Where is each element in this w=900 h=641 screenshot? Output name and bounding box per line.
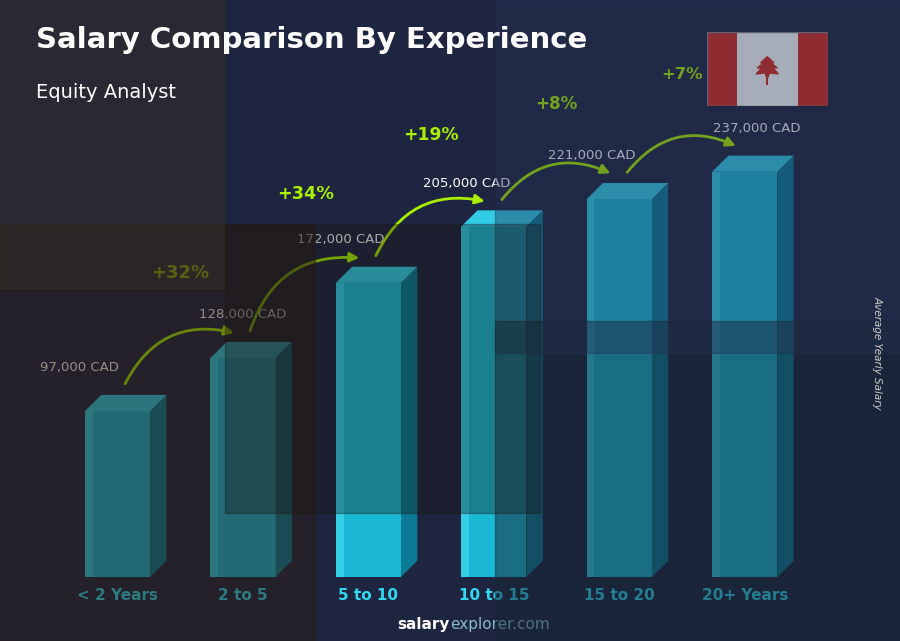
Polygon shape (461, 226, 469, 577)
Text: 172,000 CAD: 172,000 CAD (297, 233, 384, 246)
Bar (797, 32, 828, 106)
Text: +8%: +8% (536, 95, 578, 113)
Polygon shape (712, 172, 720, 577)
Polygon shape (275, 342, 292, 577)
Text: +32%: +32% (151, 264, 210, 282)
Text: Equity Analyst: Equity Analyst (36, 83, 176, 103)
Text: 221,000 CAD: 221,000 CAD (548, 149, 635, 162)
Polygon shape (85, 411, 93, 577)
Polygon shape (461, 226, 526, 577)
Text: 128,000 CAD: 128,000 CAD (199, 308, 287, 321)
Polygon shape (461, 210, 543, 226)
Polygon shape (85, 411, 150, 577)
Polygon shape (211, 342, 292, 358)
Text: Salary Comparison By Experience: Salary Comparison By Experience (36, 26, 587, 54)
Text: explorer.com: explorer.com (450, 617, 550, 633)
Polygon shape (587, 183, 668, 199)
Polygon shape (336, 283, 401, 577)
Polygon shape (756, 57, 778, 79)
Polygon shape (211, 358, 218, 577)
Polygon shape (85, 395, 166, 411)
Polygon shape (587, 199, 595, 577)
Text: +7%: +7% (662, 67, 703, 82)
Polygon shape (652, 183, 668, 577)
Polygon shape (712, 156, 794, 172)
Polygon shape (778, 156, 794, 577)
Polygon shape (336, 267, 418, 283)
Bar (706, 32, 737, 106)
Bar (767, 77, 768, 85)
Polygon shape (712, 172, 778, 577)
Polygon shape (526, 210, 543, 577)
Text: 205,000 CAD: 205,000 CAD (422, 177, 510, 190)
Polygon shape (401, 267, 418, 577)
Polygon shape (336, 283, 344, 577)
Text: +34%: +34% (277, 185, 334, 203)
Text: 97,000 CAD: 97,000 CAD (40, 362, 120, 374)
Polygon shape (587, 199, 652, 577)
Text: +19%: +19% (403, 126, 459, 144)
Text: 237,000 CAD: 237,000 CAD (714, 122, 801, 135)
Polygon shape (211, 358, 275, 577)
Polygon shape (150, 395, 166, 577)
Text: salary: salary (398, 617, 450, 633)
Text: Average Yearly Salary: Average Yearly Salary (872, 296, 883, 410)
